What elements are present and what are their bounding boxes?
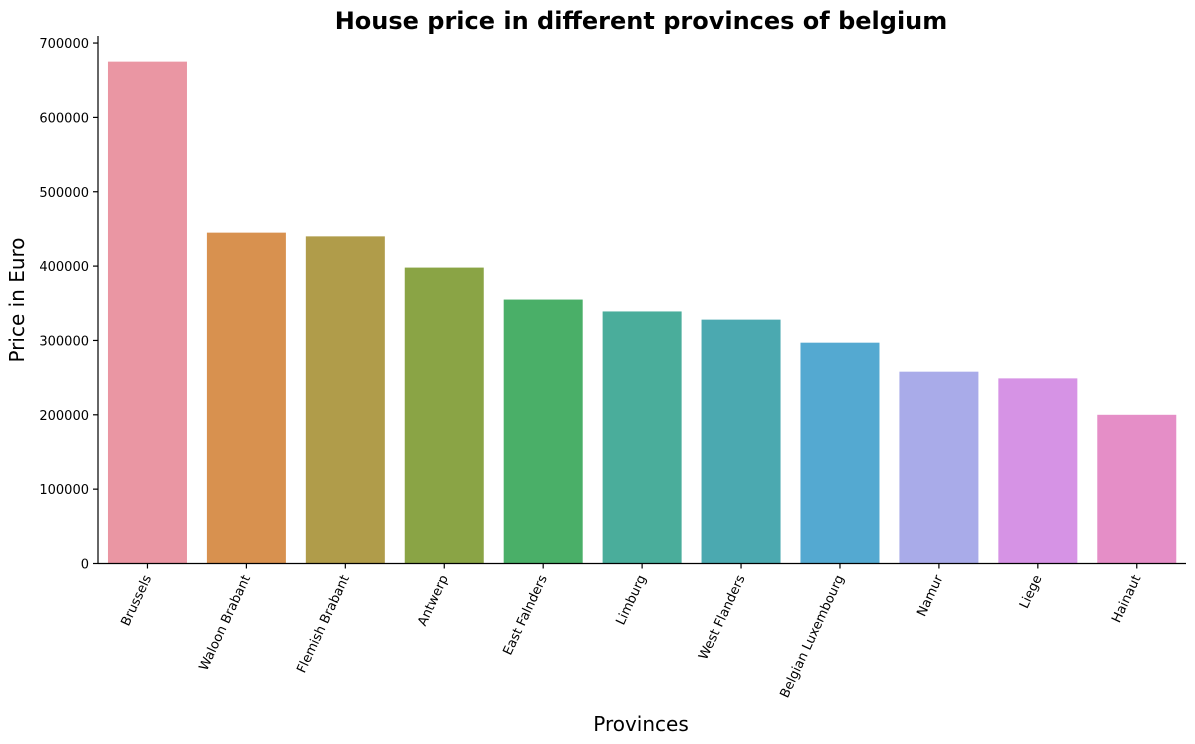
chart-title: House price in different provinces of be… (335, 7, 948, 35)
x-tick-label: Flemish Brabant (294, 573, 353, 676)
bar-brussels (107, 61, 187, 564)
y-tick-label: 100000 (39, 483, 89, 498)
bar-waloon-brabant (206, 232, 286, 564)
bar-antwerp (404, 267, 484, 564)
bar-namur (899, 371, 979, 564)
y-tick-label: 300000 (39, 334, 89, 349)
bar-west-flanders (701, 319, 781, 564)
x-axis-label: Provinces (593, 712, 689, 736)
x-tick-label: Limburg (614, 573, 650, 628)
bar-limburg (602, 311, 682, 564)
y-tick-label: 700000 (39, 37, 89, 52)
bars-group (107, 61, 1177, 564)
bar-east-falnders (503, 299, 583, 564)
y-tick-label: 0 (81, 558, 89, 573)
x-tick-label: West Flanders (696, 573, 748, 663)
y-tick-label: 600000 (39, 111, 89, 126)
y-axis-label: Price in Euro (5, 237, 29, 362)
y-tick-label: 200000 (39, 409, 89, 424)
x-tick-label: East Falnders (501, 573, 551, 658)
y-ticks-group: 0 100000 200000 300000 400000 500000 600000 700… (39, 37, 98, 573)
bar-belgian-luxembourg (800, 342, 880, 564)
y-tick-label: 400000 (39, 260, 89, 275)
bar-hainaut (1097, 414, 1177, 564)
x-ticks-group: Brussels Waloon Brabant Flemish Brabant Ant… (118, 563, 1144, 701)
x-tick-label: Belgian Luxembourg (777, 573, 847, 701)
x-tick-label: Antwerp (415, 573, 452, 629)
x-tick-label: Liege (1017, 573, 1045, 611)
x-tick-label: Brussels (118, 573, 155, 629)
x-tick-label: Namur (914, 572, 946, 619)
bar-liege (998, 378, 1078, 564)
y-tick-label: 500000 (39, 186, 89, 201)
bar-flemish-brabant (305, 236, 385, 564)
x-tick-label: Waloon Brabant (197, 573, 254, 673)
x-tick-label: Hainaut (1109, 573, 1144, 625)
